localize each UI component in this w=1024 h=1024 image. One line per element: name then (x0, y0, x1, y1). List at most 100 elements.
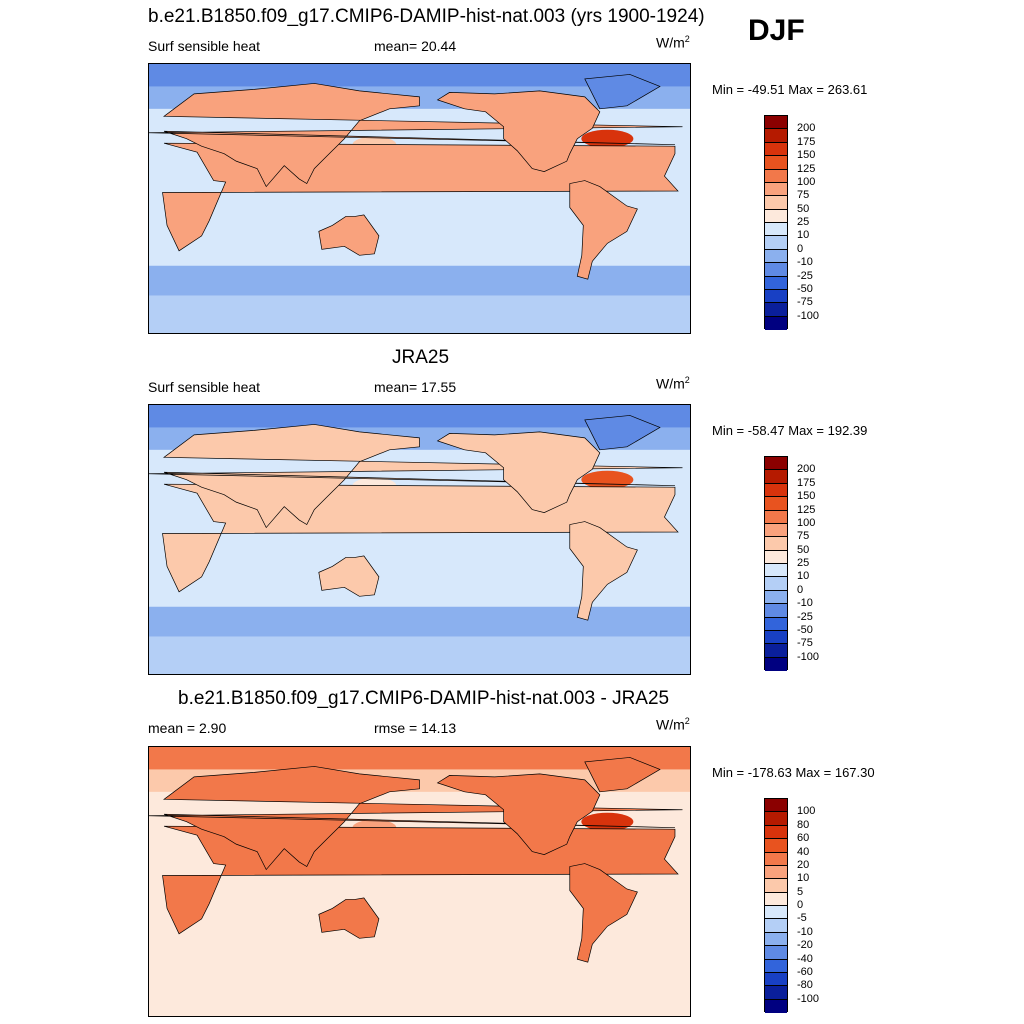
colorbar-swatch (765, 839, 787, 853)
colorbar-tick-label: 200 (797, 122, 816, 135)
panel-2-minmax: Min = -58.47 Max = 192.39 (712, 423, 868, 438)
panel-1-left-label: Surf sensible heat (148, 38, 261, 54)
colorbar-swatch (765, 892, 787, 906)
colorbar-tick-label: -5 (797, 912, 807, 925)
colorbar-tick-label: 100 (797, 175, 816, 188)
panel-2-title: JRA25 (392, 347, 450, 368)
colorbar-swatch (765, 497, 787, 511)
colorbar-tick-label: 0 (797, 242, 804, 255)
panel-1-minmax: Min = -49.51 Max = 263.61 (712, 82, 868, 97)
colorbar-tick-label: -75 (797, 637, 813, 650)
colorbar-swatch (765, 644, 787, 658)
colorbar-swatch (765, 537, 787, 551)
colorbar-swatch (765, 289, 787, 304)
panel-2-left-label: Surf sensible heat (148, 379, 261, 395)
colorbar-swatch (765, 959, 787, 973)
panel-2-colorbar (764, 456, 788, 671)
colorbar-tick-label: 75 (797, 530, 810, 543)
colorbar-swatch (765, 316, 787, 330)
colorbar-swatch (765, 604, 787, 618)
colorbar-tick-label: -25 (797, 269, 813, 282)
colorbar-tick-label: -10 (797, 925, 813, 938)
panel-3-units: W/m2 (656, 716, 690, 733)
colorbar-tick-label: -50 (797, 623, 813, 636)
colorbar-tick-label: -50 (797, 282, 813, 295)
colorbar-swatch (765, 630, 787, 645)
colorbar-tick-label: -60 (797, 965, 813, 978)
colorbar-tick-label: 50 (797, 543, 810, 556)
colorbar-swatch (765, 906, 787, 920)
colorbar-swatch (765, 156, 787, 170)
colorbar-swatch (765, 196, 787, 210)
colorbar-tick-label: -80 (797, 979, 813, 992)
colorbar-swatch (765, 946, 787, 960)
colorbar-tick-label: 100 (797, 805, 816, 818)
colorbar-tick-label: 40 (797, 845, 810, 858)
colorbar-swatch (765, 483, 787, 498)
colorbar-swatch (765, 129, 787, 143)
colorbar-swatch (765, 303, 787, 317)
panel-1-title: b.e21.B1850.f09_g17.CMIP6-DAMIP-hist-nat… (148, 6, 705, 27)
colorbar-swatch (765, 919, 787, 933)
panel-1-center-label: mean= 20.44 (374, 38, 457, 54)
panel-3-colorbar (764, 798, 788, 1013)
colorbar-swatch (765, 999, 787, 1013)
colorbar-swatch (765, 825, 787, 840)
colorbar-swatch (765, 523, 787, 538)
colorbar-swatch (765, 852, 787, 866)
panel-3-minmax: Min = -178.63 Max = 167.30 (712, 765, 875, 780)
colorbar-tick-label: 50 (797, 202, 810, 215)
panel-1-map (148, 63, 691, 334)
colorbar-swatch (765, 236, 787, 250)
colorbar-tick-label: -40 (797, 952, 813, 965)
colorbar-tick-label: -100 (797, 992, 820, 1005)
panel-3-map (148, 746, 691, 1017)
colorbar-swatch (765, 457, 787, 471)
colorbar-swatch (765, 223, 787, 237)
colorbar-swatch (765, 799, 787, 813)
colorbar-tick-label: 150 (797, 149, 816, 162)
colorbar-swatch (765, 879, 787, 893)
colorbar-swatch (765, 932, 787, 947)
colorbar-swatch (765, 142, 787, 157)
colorbar-tick-label: 10 (797, 229, 810, 242)
colorbar-swatch (765, 812, 787, 826)
panel-2-center-label: mean= 17.55 (374, 379, 457, 395)
colorbar-swatch (765, 865, 787, 880)
colorbar-tick-label: 10 (797, 872, 810, 885)
colorbar-tick-label: 10 (797, 570, 810, 583)
colorbar-swatch (765, 577, 787, 591)
colorbar-tick-label: -25 (797, 610, 813, 623)
colorbar-swatch (765, 470, 787, 484)
season-label: DJF (748, 14, 805, 47)
colorbar-swatch (765, 510, 787, 524)
colorbar-tick-label: -20 (797, 939, 813, 952)
colorbar-swatch (765, 972, 787, 987)
panel-1-colorbar (764, 115, 788, 330)
panel-3-left-label: mean = 2.90 (148, 720, 227, 736)
colorbar-tick-label: 5 (797, 885, 804, 898)
colorbar-tick-label: -75 (797, 296, 813, 309)
colorbar-tick-label: 20 (797, 858, 810, 871)
colorbar-tick-label: 125 (797, 503, 816, 516)
colorbar-swatch (765, 617, 787, 631)
colorbar-swatch (765, 263, 787, 277)
colorbar-tick-label: 25 (797, 557, 810, 569)
colorbar-swatch (765, 116, 787, 130)
colorbar-tick-label: 100 (797, 516, 816, 529)
colorbar-tick-label: 80 (797, 818, 810, 831)
colorbar-swatch (765, 550, 787, 564)
colorbar-swatch (765, 249, 787, 264)
colorbar-swatch (765, 209, 787, 223)
colorbar-tick-label: 175 (797, 476, 816, 489)
panel-2-map (148, 404, 691, 675)
panel-3-center-label: rmse = 14.13 (374, 720, 457, 736)
colorbar-swatch (765, 276, 787, 290)
colorbar-swatch (765, 564, 787, 578)
colorbar-swatch (765, 590, 787, 605)
colorbar-swatch (765, 169, 787, 183)
colorbar-tick-label: -100 (797, 309, 820, 322)
colorbar-swatch (765, 986, 787, 1000)
panel-2-units: W/m2 (656, 375, 690, 392)
colorbar-tick-label: 150 (797, 490, 816, 503)
